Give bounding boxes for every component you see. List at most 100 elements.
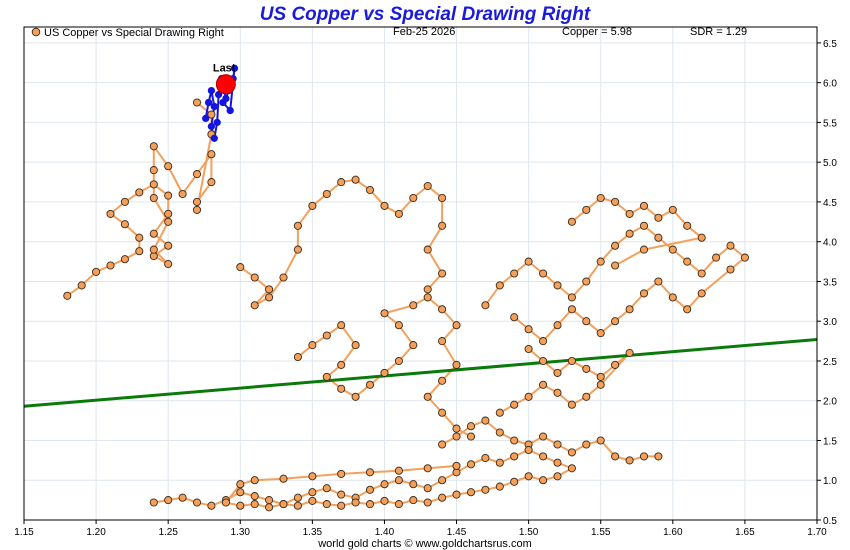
data-point <box>683 257 692 266</box>
data-point <box>438 440 447 449</box>
series-path-line <box>441 419 659 462</box>
data-point <box>567 356 576 366</box>
data-point <box>495 428 504 437</box>
data-point <box>308 472 317 481</box>
data-point <box>120 197 129 206</box>
data-point <box>524 344 533 354</box>
data-point <box>567 293 576 302</box>
data-point <box>279 474 288 483</box>
data-point <box>582 392 591 401</box>
data-point <box>611 452 620 461</box>
data-point <box>466 422 476 431</box>
x-tick-label: 1.25 <box>158 527 178 538</box>
data-point <box>524 325 533 334</box>
data-point <box>466 460 476 469</box>
data-point <box>337 178 346 187</box>
data-point <box>438 493 447 502</box>
y-tick-label: 3.0 <box>823 317 837 328</box>
data-point <box>207 150 216 159</box>
data-point <box>639 289 649 298</box>
x-tick-label: 1.60 <box>663 527 683 538</box>
data-point <box>250 273 259 282</box>
recent-data-point <box>213 118 221 127</box>
data-point <box>351 498 360 507</box>
data-point <box>164 259 173 269</box>
data-point <box>250 492 259 501</box>
y-tick-label: 4.0 <box>823 238 837 249</box>
data-point <box>726 265 735 274</box>
data-point <box>293 245 302 254</box>
trend-line <box>23 338 818 408</box>
recent-data-point <box>219 98 227 107</box>
data-point <box>452 432 461 441</box>
x-tick-label: 1.65 <box>735 527 755 538</box>
data-point <box>149 193 158 203</box>
data-point <box>452 321 461 330</box>
data-point <box>567 305 576 314</box>
data-point <box>438 269 447 278</box>
data-point <box>337 501 346 510</box>
data-point <box>625 305 634 314</box>
chart-title: US Copper vs Special Drawing Right <box>260 4 591 25</box>
data-point <box>394 466 403 475</box>
data-point <box>639 221 649 230</box>
data-point <box>539 269 548 278</box>
data-point <box>639 201 649 210</box>
x-tick-label: 1.15 <box>14 527 34 538</box>
data-point <box>265 293 274 302</box>
data-point <box>539 432 548 441</box>
data-point <box>293 221 302 230</box>
date-label: Feb-25 2026 <box>393 26 455 38</box>
data-point <box>149 166 158 175</box>
data-point <box>423 484 432 493</box>
data-point <box>466 432 476 441</box>
last-point-marker <box>215 74 236 95</box>
data-point <box>265 496 274 505</box>
data-point <box>510 313 519 322</box>
x-tick-label: 1.50 <box>519 527 539 538</box>
data-point <box>92 267 101 276</box>
data-point <box>553 321 562 330</box>
data-points: Last <box>63 62 749 512</box>
y-tick-label: 0.5 <box>823 516 837 527</box>
recent-data-point <box>210 134 218 142</box>
data-point <box>452 424 461 433</box>
data-point <box>265 503 274 512</box>
data-point <box>63 291 72 300</box>
data-point <box>596 193 605 203</box>
data-point <box>236 263 245 272</box>
data-point <box>293 493 302 502</box>
data-point <box>250 500 259 509</box>
data-point <box>683 305 692 314</box>
data-point <box>423 293 432 302</box>
data-point <box>365 468 375 477</box>
data-point <box>149 498 158 507</box>
data-point <box>582 440 591 449</box>
data-point <box>668 205 677 214</box>
recent-data-point <box>204 98 213 107</box>
recent-data-point <box>207 86 216 95</box>
sdr-value-label: SDR = 1.29 <box>690 26 747 38</box>
data-point <box>654 452 663 461</box>
data-point <box>120 255 129 264</box>
data-point <box>337 490 346 499</box>
data-point <box>611 241 620 250</box>
data-point <box>250 301 259 310</box>
y-tick-label: 6.0 <box>823 79 837 90</box>
data-point <box>524 472 533 481</box>
data-point <box>279 500 288 509</box>
y-tick-label: 1.0 <box>823 476 837 487</box>
data-point <box>582 277 591 286</box>
data-point <box>495 458 504 467</box>
data-point <box>438 376 447 385</box>
data-point <box>668 293 677 302</box>
data-point <box>207 178 216 187</box>
x-axis-ticks: 1.15 1.20 1.25 1.30 1.35 1.40 1.45 1.50 1.55 1.60… <box>14 520 827 538</box>
data-point <box>539 380 548 389</box>
recent-data-point <box>214 90 223 99</box>
data-point <box>308 488 317 497</box>
data-point <box>625 456 634 465</box>
data-point <box>654 277 663 286</box>
y-tick-label: 5.5 <box>823 118 837 129</box>
data-point <box>337 360 346 369</box>
